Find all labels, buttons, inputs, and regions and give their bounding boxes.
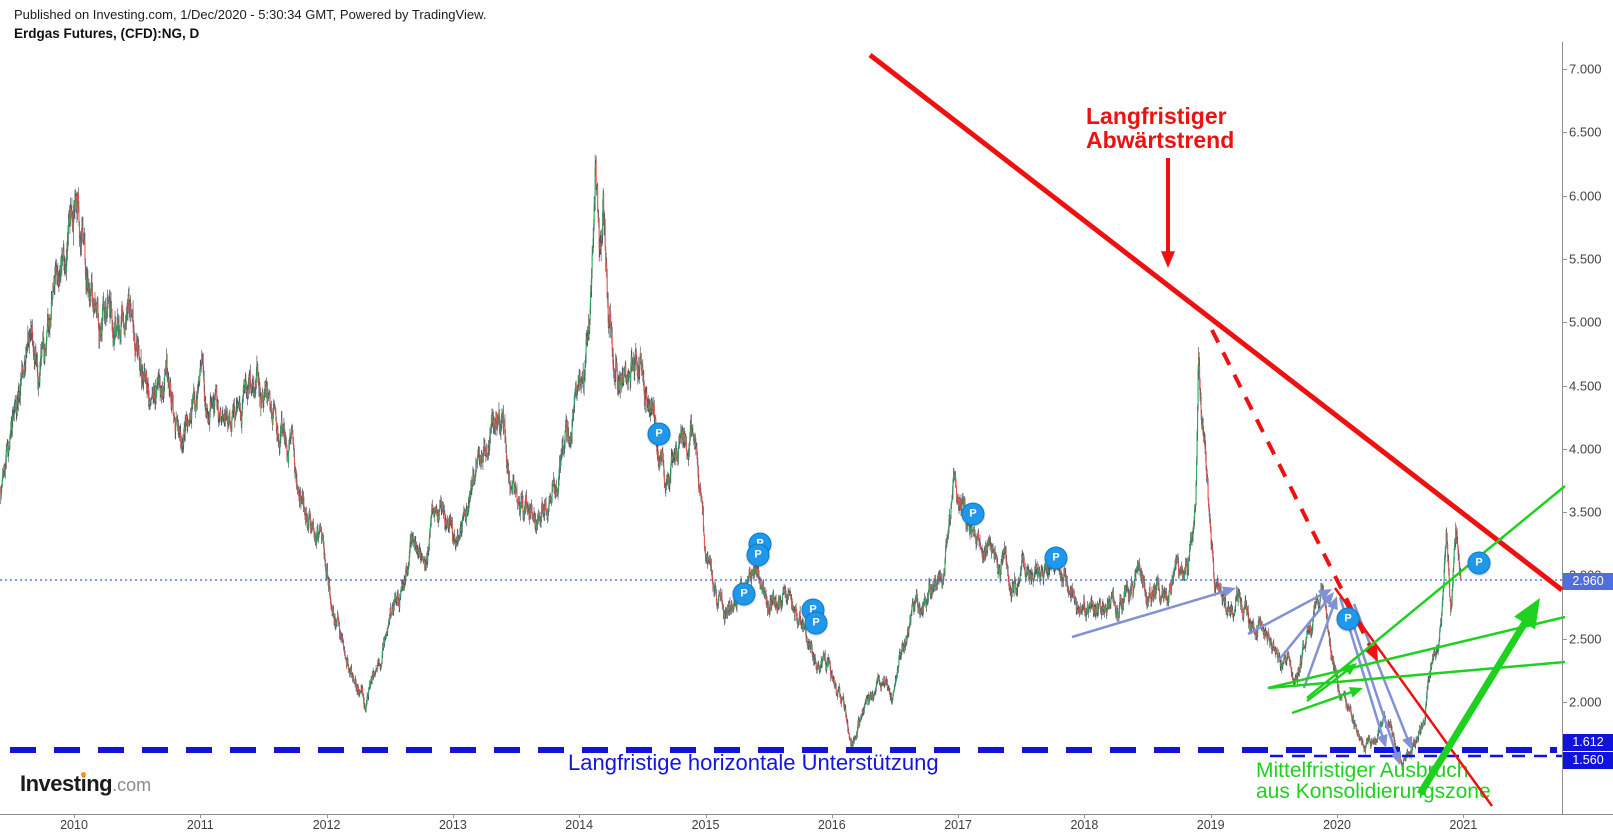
time-tick-mark	[1084, 814, 1086, 818]
logo-text-part: ng	[86, 771, 113, 796]
time-tick-label: 2015	[691, 818, 720, 832]
time-tick-label: 2011	[186, 818, 214, 832]
published-line: Published on Investing.com, 1/Dec/2020 -…	[14, 7, 487, 22]
price-tick-label: 5.000	[1569, 314, 1602, 330]
price-tick-label: 2.000	[1569, 694, 1602, 710]
time-tick-mark	[1337, 814, 1338, 818]
time-tick-label: 2019	[1196, 818, 1225, 832]
published-idea-marker[interactable]: P	[732, 582, 756, 606]
time-tick-label: 2018	[1070, 818, 1099, 832]
annotation-horizontal-support: Langfristige horizontale Unterstützung	[568, 750, 939, 775]
price-tick-mark	[1562, 512, 1567, 514]
time-tick-mark	[705, 814, 707, 818]
time-tick-mark	[452, 814, 454, 818]
logo-tld: .com	[112, 775, 152, 795]
time-tick-mark	[74, 814, 75, 818]
price-tick-label: 6.000	[1569, 188, 1602, 204]
logo-text-part: Invest	[20, 771, 81, 796]
price-tick-label: 2.500	[1569, 631, 1602, 647]
published-idea-marker[interactable]: P	[961, 502, 985, 526]
time-tick-label: 2020	[1323, 818, 1351, 832]
price-tick-label: 5.500	[1569, 251, 1602, 267]
logo-text: Investing	[20, 771, 113, 796]
published-idea-marker[interactable]: P	[1336, 607, 1360, 631]
investing-logo: Investing.com	[20, 771, 151, 797]
time-tick-mark	[200, 814, 202, 818]
annotation-long-term-downtrend: Langfristiger Abwärtstrend	[1086, 104, 1234, 152]
price-tick-label: 7.000	[1569, 61, 1602, 77]
logo-orange-dot-i: i	[80, 771, 87, 796]
price-tick-mark	[1562, 448, 1567, 450]
time-tick-mark	[958, 814, 960, 818]
support-price-label: 1.612	[1563, 733, 1613, 751]
time-tick-label: 2010	[60, 818, 88, 832]
support-price-label: 1.560	[1563, 751, 1613, 769]
time-tick-mark	[831, 814, 833, 818]
price-tick-mark	[1562, 132, 1567, 134]
price-tick-label: 3.500	[1569, 504, 1602, 520]
annotation-text-line: aus Konsolidierungszone	[1256, 780, 1491, 803]
annotation-text-line: Langfristiger	[1086, 103, 1227, 129]
time-tick-mark	[1463, 814, 1465, 818]
current-price-label: 2.960	[1563, 572, 1613, 590]
time-tick-label: 2021	[1449, 818, 1478, 832]
time-tick-label: 2013	[438, 818, 467, 832]
time-tick-label: 2012	[312, 818, 341, 832]
price-tick-mark	[1562, 385, 1567, 387]
symbol-title: Erdgas Futures, (CFD):NG, D	[14, 26, 200, 41]
published-idea-marker[interactable]: P	[1044, 546, 1068, 570]
published-idea-marker[interactable]: P	[1467, 551, 1491, 575]
time-tick-mark	[579, 814, 581, 818]
time-axis-line	[0, 814, 1613, 815]
price-tick-mark	[1562, 258, 1567, 260]
published-idea-marker[interactable]: P	[804, 611, 828, 635]
price-tick-mark	[1562, 69, 1567, 70]
time-tick-label: 2014	[565, 818, 594, 832]
time-tick-label: 2017	[944, 818, 972, 832]
price-axis-line	[1562, 42, 1563, 814]
time-tick-mark	[326, 814, 328, 818]
time-tick-label: 2016	[817, 818, 846, 832]
annotation-breakout: Mittelfristiger Ausbruch aus Konsolidier…	[1256, 760, 1491, 802]
annotation-text-line: Abwärtstrend	[1086, 127, 1235, 153]
price-tick-label: 6.500	[1569, 124, 1602, 140]
annotation-text-line: Mittelfristiger Ausbruch	[1256, 759, 1469, 782]
price-tick-mark	[1562, 702, 1567, 703]
published-idea-marker[interactable]: P	[647, 422, 671, 446]
price-tick-label: 4.000	[1569, 441, 1602, 457]
price-tick-mark	[1562, 322, 1567, 324]
time-tick-mark	[1210, 814, 1212, 818]
price-tick-label: 4.500	[1569, 378, 1602, 393]
price-tick-mark	[1562, 195, 1567, 197]
price-tick-mark	[1562, 638, 1567, 640]
published-idea-marker[interactable]: P	[746, 543, 770, 567]
